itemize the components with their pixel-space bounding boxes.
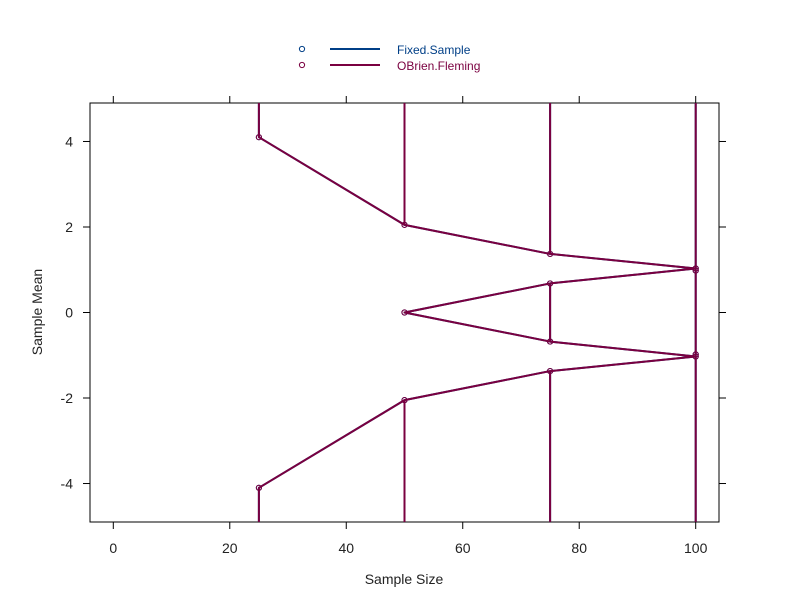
y-tick-label: -2 <box>61 390 74 406</box>
y-axis-title: Sample Mean <box>29 269 45 355</box>
x-tick-label: 20 <box>222 540 238 556</box>
series-line <box>257 103 697 522</box>
series-obrien-fleming <box>255 103 699 522</box>
y-tick-label: -4 <box>61 476 74 492</box>
data-point <box>401 309 408 316</box>
x-tick-label: 60 <box>455 540 471 556</box>
data-point <box>692 351 699 358</box>
data-point <box>547 250 554 258</box>
data-point <box>255 484 262 491</box>
y-tick-label: 2 <box>65 219 73 235</box>
data-point <box>401 221 408 228</box>
x-axis-title: Sample Size <box>365 571 444 587</box>
series-fixed-sample <box>255 103 699 522</box>
data-point <box>255 134 262 141</box>
data-point <box>692 353 699 360</box>
series-layer <box>255 103 699 522</box>
y-tick-label: 4 <box>65 133 73 149</box>
data-point <box>692 267 699 274</box>
legend-marker <box>298 45 306 53</box>
y-tick-label: 0 <box>65 305 73 321</box>
data-point <box>547 338 554 345</box>
legend-label: OBrien.Fleming <box>397 59 480 73</box>
data-point <box>547 367 554 375</box>
series-line <box>257 103 697 522</box>
legend: Fixed.Sample OBrien.Fleming <box>298 43 480 73</box>
x-tick-label: 80 <box>571 540 587 556</box>
axis-ticks: 0 20 40 60 80 100 -4 -2 0 2 4 <box>61 96 726 556</box>
data-point <box>401 397 408 404</box>
x-tick-label: 0 <box>109 540 117 556</box>
legend-marker <box>298 61 306 69</box>
data-point <box>692 265 699 272</box>
legend-label: Fixed.Sample <box>397 43 471 57</box>
x-tick-label: 100 <box>684 540 708 556</box>
data-point <box>547 280 554 287</box>
x-tick-label: 40 <box>338 540 354 556</box>
